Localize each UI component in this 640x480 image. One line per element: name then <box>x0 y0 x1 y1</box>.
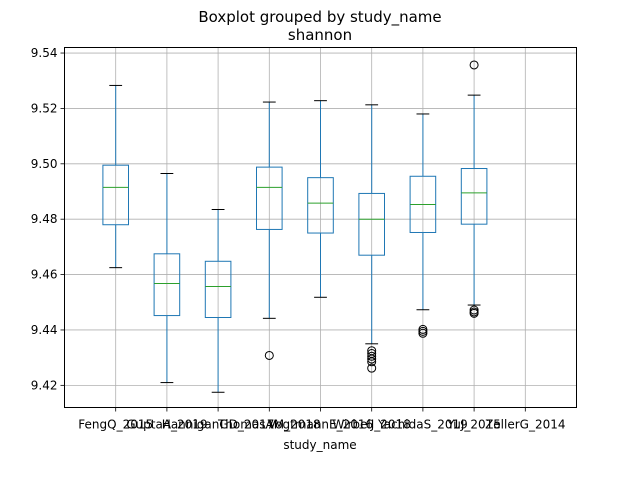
x-tick-label: VogtmannE_2016 <box>268 418 373 432</box>
x-tick-label: GuptaA_2019 <box>126 418 207 432</box>
x-tick-label: HanniganGD_2017 <box>162 418 275 432</box>
boxes <box>102 60 488 393</box>
box-iqr <box>102 164 130 226</box>
box-group <box>102 84 130 269</box>
outlier-point <box>367 354 377 364</box>
y-tick-label: 9.48 <box>31 212 58 226</box>
box-iqr <box>204 260 232 318</box>
box-group <box>358 104 385 373</box>
box-group <box>307 100 334 298</box>
box-group <box>204 209 232 393</box>
box-iqr <box>307 177 334 234</box>
box-group <box>409 113 437 338</box>
x-axis: FengQ_2015GuptaA_2019HanniganGD_2017Thom… <box>78 407 566 432</box>
outlier-point <box>367 357 377 367</box>
x-tick-label: ThomasAM_2018 <box>217 418 321 432</box>
y-tick-label: 9.50 <box>31 157 58 171</box>
y-axis: 9.42 9.44 9.46 9.48 9.50 9.52 9.54 <box>31 46 65 392</box>
y-tick-label: 9.42 <box>31 378 58 392</box>
box-iqr <box>256 166 283 230</box>
box-group <box>256 101 283 360</box>
outlier-point <box>367 351 377 361</box>
chart-subtitle: shannon <box>288 26 352 44</box>
x-tick-label: FengQ_2015 <box>78 418 153 432</box>
box-iqr <box>358 192 385 256</box>
outlier-point <box>469 60 479 70</box>
box-group <box>153 173 181 384</box>
x-tick-label: YachidaS_2019 <box>377 418 468 432</box>
x-tick-label: WirbelJ_2018 <box>333 418 411 432</box>
y-tick-label: 9.46 <box>31 268 58 282</box>
outlier-point <box>264 350 274 360</box>
outlier-point <box>418 328 428 338</box>
y-tick-label: 9.44 <box>31 323 58 337</box>
box-group <box>460 60 488 318</box>
y-tick-label: 9.54 <box>31 46 58 60</box>
chart-title: Boxplot grouped by study_name <box>198 8 441 27</box>
y-tick-label: 9.52 <box>31 101 58 115</box>
x-axis-label: study_name <box>283 438 356 452</box>
x-tick-label: YuJ_2015 <box>446 418 501 432</box>
outlier-point <box>469 308 479 318</box>
box-iqr <box>460 168 488 225</box>
box-iqr <box>153 253 181 317</box>
x-tick-label: ZellerG_2014 <box>485 418 565 432</box>
outlier-point <box>367 363 377 373</box>
